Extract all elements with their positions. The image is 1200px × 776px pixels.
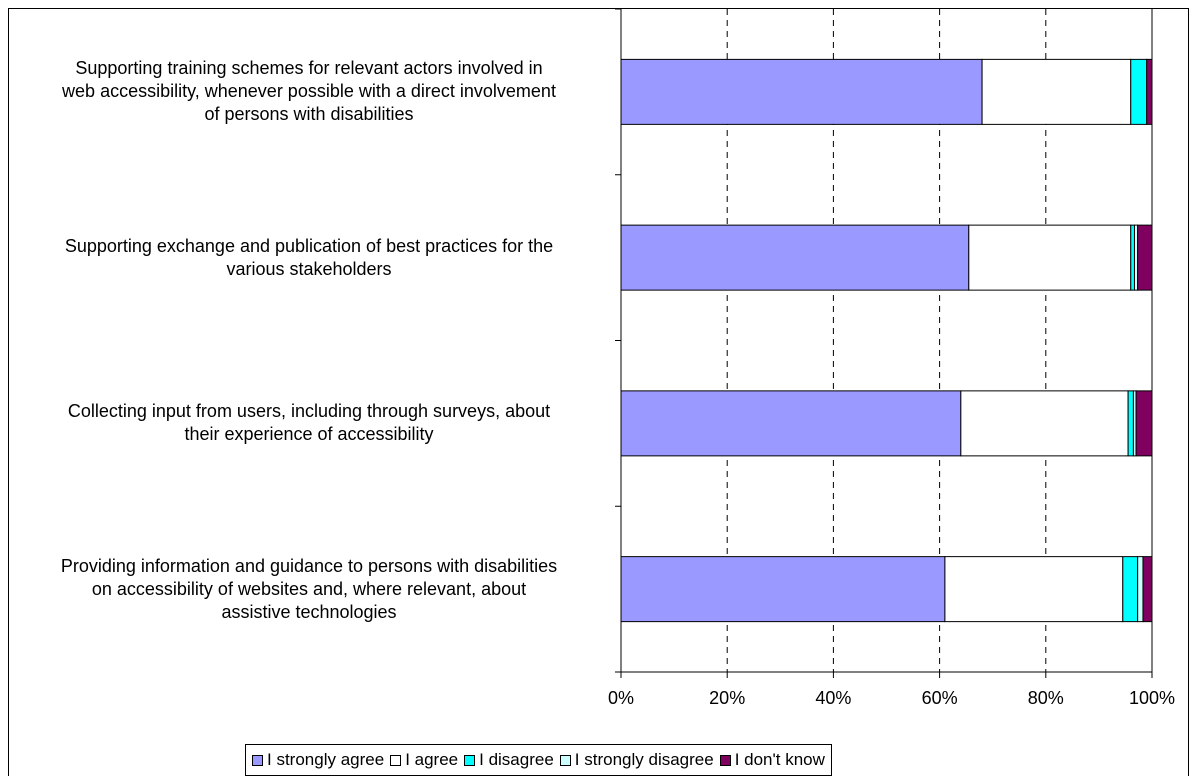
legend-label: I disagree — [479, 750, 554, 769]
legend-label: I agree — [405, 750, 459, 769]
bar-segment — [968, 224, 1132, 291]
bar-segment — [1122, 556, 1139, 623]
category-label: Collecting input from users, including t… — [67, 401, 551, 445]
legend-item: I strongly agree — [252, 750, 384, 770]
bar-segment — [620, 224, 970, 291]
bar-segment — [1137, 556, 1144, 623]
x-tick-label: 100% — [1129, 688, 1175, 708]
bar-segment — [1142, 556, 1153, 623]
legend-swatch — [464, 754, 476, 766]
x-tick-label: 0% — [608, 688, 634, 708]
bar-segment — [620, 556, 946, 623]
bar-segment — [620, 58, 983, 125]
bar-segment — [1146, 58, 1153, 125]
category-label: Supporting exchange and publication of b… — [64, 235, 554, 279]
legend-swatch — [252, 754, 263, 766]
x-tick-label: 60% — [922, 688, 958, 708]
legend-swatch — [559, 754, 571, 766]
legend-item: I strongly disagree — [559, 750, 714, 770]
legend-item: I don't know — [719, 750, 825, 770]
bar-segment — [981, 58, 1132, 125]
x-tick-label: 80% — [1028, 688, 1064, 708]
legend-label: I strongly agree — [267, 750, 385, 769]
bar-segment — [620, 390, 962, 457]
bar-segment — [1127, 390, 1134, 457]
legend-item: I agree — [390, 750, 458, 770]
bar-segment — [944, 556, 1124, 623]
legend-label: I don't know — [734, 750, 825, 769]
legend-item: I disagree — [464, 750, 554, 770]
bar-chart: 0% 20% 40% 60% 80% 100% — [608, 9, 1175, 708]
legend: I strongly agree I agree I disagree I stron… — [245, 744, 832, 776]
legend-swatch — [390, 754, 402, 766]
bar-segment — [1137, 224, 1153, 291]
x-tick-label: 40% — [815, 688, 851, 708]
bar-segment — [1135, 390, 1153, 457]
x-tick-label: 20% — [709, 688, 745, 708]
bar-segment — [960, 390, 1129, 457]
chart-frame: 0% 20% 40% 60% 80% 100% Supporting training s… — [8, 8, 1189, 776]
category-label: Providing information and guidance to pe… — [60, 555, 558, 622]
category-label: Supporting training schemes for relevant… — [62, 58, 556, 125]
bar-segment — [1130, 224, 1135, 291]
legend-swatch — [719, 754, 731, 766]
bar-segment — [1130, 58, 1148, 125]
legend-label: I strongly disagree — [574, 750, 714, 769]
